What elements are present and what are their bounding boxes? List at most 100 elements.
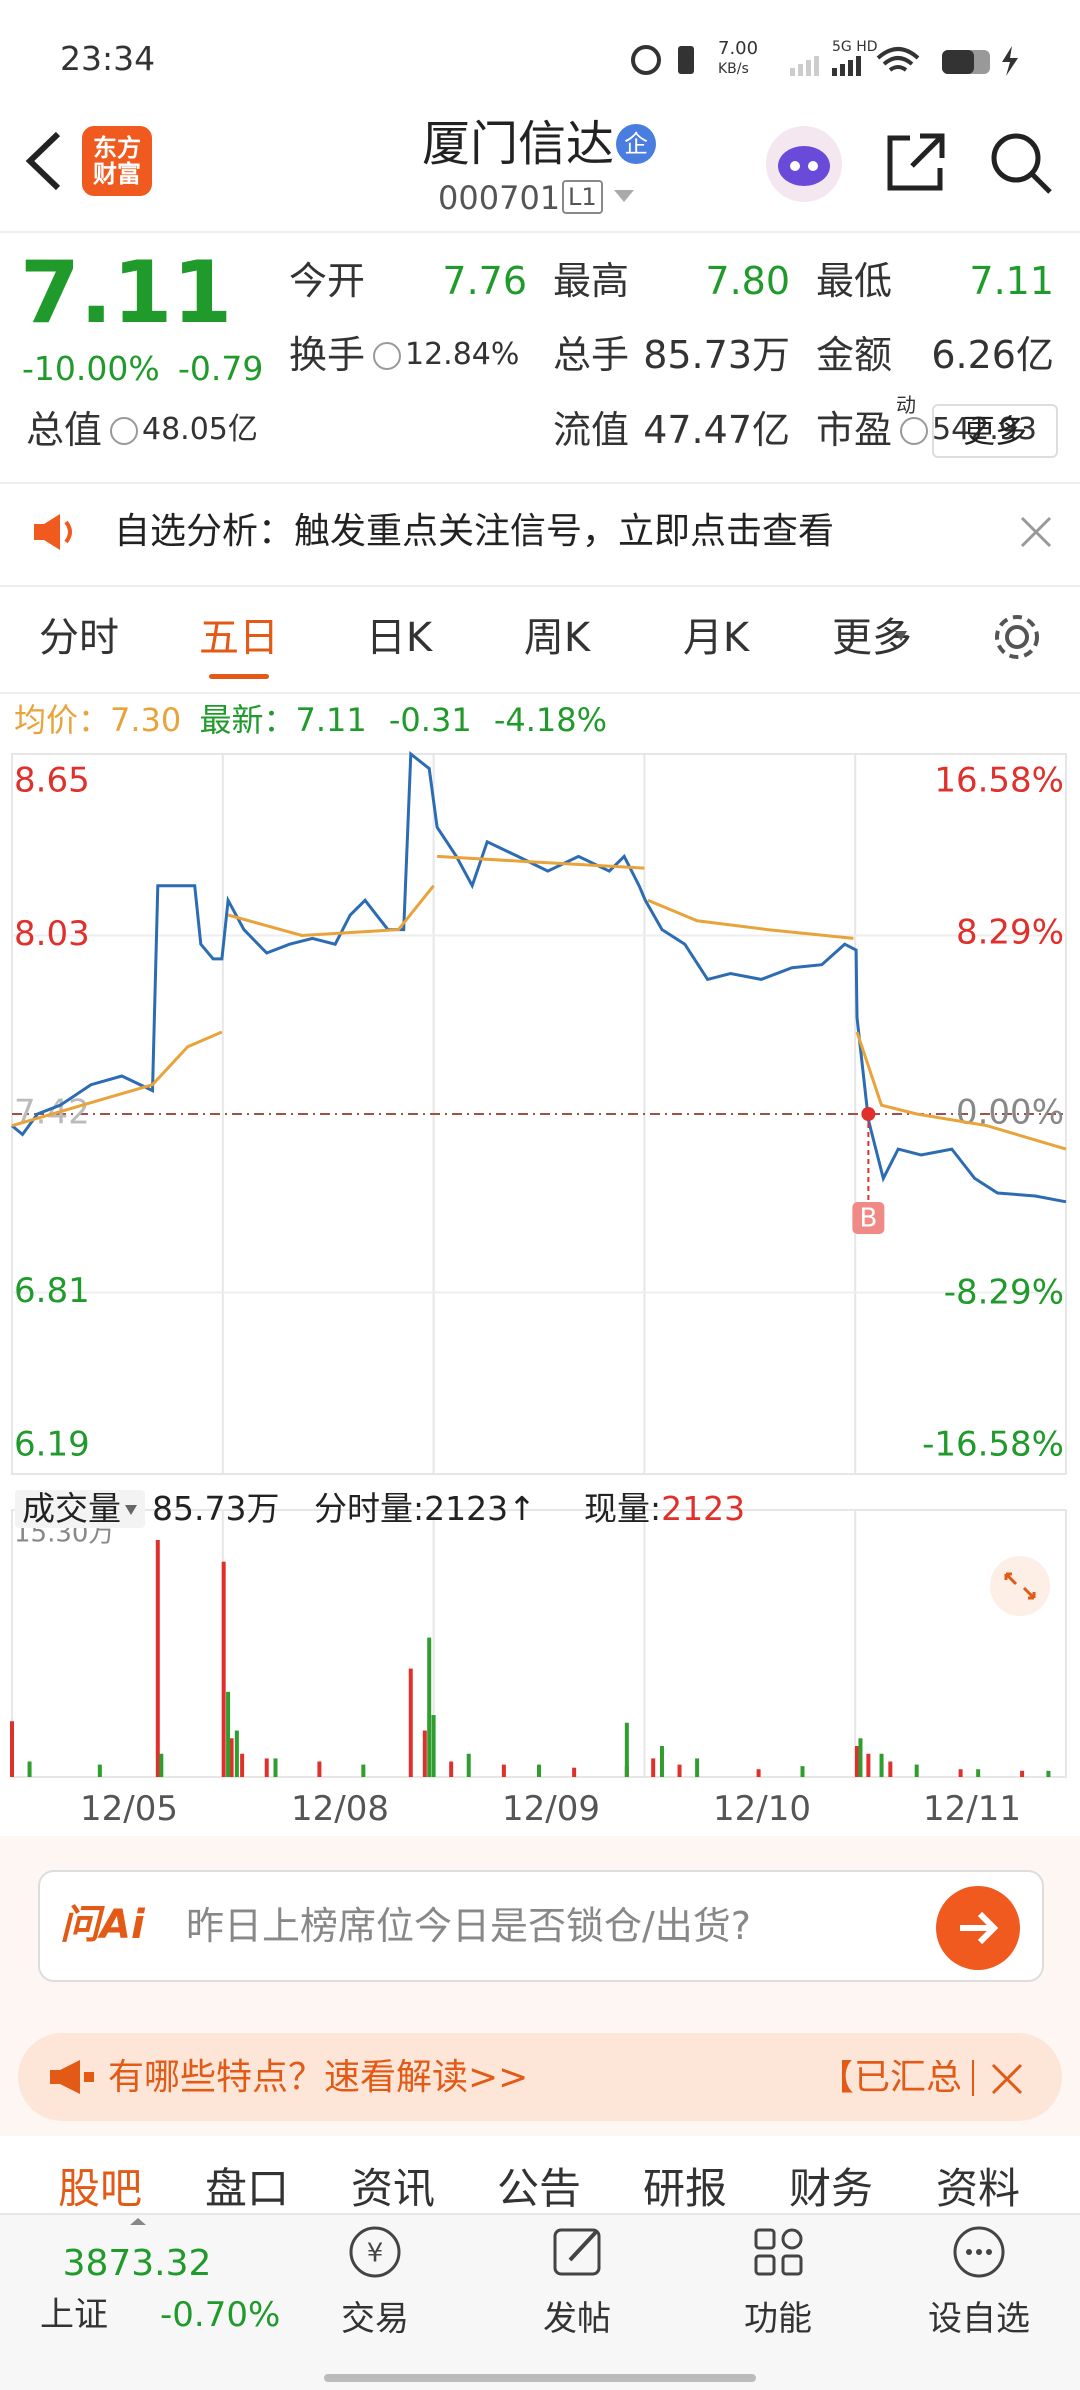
volume-bar — [1046, 1770, 1051, 1777]
series-line — [11, 750, 1067, 1204]
volume-bar — [695, 1758, 700, 1777]
info-icon — [900, 417, 928, 445]
tab[interactable]: 分时 — [39, 615, 119, 661]
volume-now-label: 现量: — [584, 1489, 662, 1528]
price: 7.11 — [20, 243, 233, 343]
assistant-avatar[interactable] — [764, 124, 844, 204]
index-name[interactable]: 上证 — [40, 2295, 108, 2335]
info-line: 均价：7.30 最新：7.11 -0.31 -4.18% — [14, 704, 607, 736]
banner-close[interactable] — [990, 2062, 1024, 2096]
banner-right[interactable]: 【已汇总 — [818, 2060, 960, 2096]
status-icons — [631, 45, 1018, 76]
banner-icon — [50, 2060, 94, 2094]
tab[interactable]: 月K — [682, 615, 750, 661]
date-label: 12/11 — [923, 1789, 1021, 1829]
banner-text[interactable]: 有哪些特点？速看解读>> — [108, 2057, 529, 2098]
index-change[interactable]: -0.70% — [160, 2295, 281, 2335]
more-button[interactable]: 更多 — [932, 404, 1058, 458]
bottom-tab[interactable]: 资料 — [935, 2164, 1021, 2213]
y-tick-label: 8.03 — [14, 914, 90, 954]
volume-bar — [858, 1738, 863, 1777]
volume-bar — [976, 1769, 981, 1777]
nav-item[interactable]: 设自选 — [928, 2299, 1030, 2339]
field-value: 7.76 — [442, 259, 527, 303]
settings-button[interactable] — [990, 610, 1044, 664]
volume-bar — [888, 1761, 893, 1777]
nav-item[interactable]: 交易 — [341, 2299, 409, 2339]
field-label: 最高 — [553, 259, 630, 303]
tab[interactable]: 周K — [523, 615, 591, 661]
volume-tick: 分时量:2123↑ — [314, 1489, 536, 1528]
tab[interactable]: 五日 — [199, 615, 279, 661]
bottom-tab[interactable]: 研报 — [642, 2164, 728, 2213]
volume-bar — [1020, 1770, 1025, 1777]
series-line — [11, 854, 1067, 1151]
notice-text[interactable]: 自选分析：触发重点关注信号，立即点击查看 — [114, 511, 835, 552]
volume-bar — [800, 1766, 805, 1777]
date-label: 12/05 — [80, 1789, 178, 1829]
volume-bar — [229, 1738, 234, 1777]
share-button[interactable] — [884, 130, 948, 194]
volume-bar — [756, 1769, 761, 1777]
tab[interactable]: 日K — [365, 615, 433, 661]
marker-dot — [861, 1107, 876, 1121]
status-net: 5G HD — [832, 39, 878, 55]
latest-pct: -4.18% — [493, 701, 608, 739]
field-value: 47.47亿 — [643, 408, 790, 452]
date-label: 12/09 — [502, 1789, 600, 1829]
volume-bar — [572, 1767, 577, 1777]
volume-bar — [651, 1758, 656, 1777]
divider — [0, 482, 1080, 484]
volume-bar — [264, 1758, 269, 1777]
latest-label: 最新： — [199, 701, 296, 739]
info-icon — [110, 417, 138, 445]
bottom-tab[interactable]: 股吧 — [57, 2164, 143, 2213]
field-value: 542.93 — [932, 412, 1037, 447]
bottom-tab[interactable]: 盘口 — [204, 2164, 290, 2213]
volume-label[interactable]: 成交量 — [22, 1489, 121, 1528]
notice-icon — [34, 514, 72, 550]
volume-bar — [159, 1753, 164, 1777]
volume-bar — [431, 1715, 436, 1777]
bottom-tab[interactable]: 资讯 — [350, 2164, 436, 2213]
notice-close[interactable] — [1018, 514, 1054, 550]
index-value[interactable]: 3873.32 — [62, 2243, 212, 2284]
y-tick-label: 6.19 — [14, 1425, 90, 1465]
volume-total: 85.73万 — [152, 1489, 280, 1528]
ai-input[interactable] — [38, 1870, 1044, 1982]
volume-selector[interactable] — [15, 1490, 145, 1528]
y2-tick-label: 0.00% — [956, 1093, 1064, 1133]
app-logo-text: 东方财富 — [93, 134, 141, 188]
date-label: 12/08 — [291, 1789, 389, 1829]
marker-label: B — [859, 1204, 877, 1234]
volume-bar — [449, 1761, 454, 1777]
y2-tick-label: -16.58% — [922, 1425, 1064, 1465]
latest-value: 7.11 — [295, 701, 367, 739]
ai-placeholder[interactable]: 昨日上榜席位今日是否锁仓/出货? — [186, 1904, 751, 1948]
volume-bar — [659, 1746, 664, 1777]
field-label: 流值 — [553, 408, 630, 452]
tab-underline — [209, 674, 269, 679]
ai-send[interactable] — [934, 1884, 1022, 1972]
field-label: 最低 — [816, 259, 893, 303]
y2-tick-label: -8.29% — [944, 1273, 1064, 1313]
back-button[interactable] — [20, 128, 70, 194]
volume-bar — [317, 1761, 322, 1777]
volume-bar — [866, 1753, 871, 1777]
volume-arrow — [125, 1505, 137, 1515]
tab[interactable]: 更多 — [832, 615, 912, 661]
nav-item[interactable]: 功能 — [744, 2299, 812, 2339]
svg-text:¥: ¥ — [367, 2239, 384, 2269]
nav-item[interactable]: 发帖 — [543, 2299, 611, 2339]
search-button[interactable] — [988, 130, 1054, 196]
bottom-tab[interactable]: 公告 — [496, 2164, 582, 2213]
banner[interactable] — [18, 2033, 1062, 2121]
field-label: 今开 — [289, 259, 366, 303]
level-arrow[interactable] — [612, 188, 636, 204]
status-time: 23:34 — [60, 39, 156, 78]
more-arrow[interactable] — [894, 630, 908, 642]
avg-label: 均价： — [14, 701, 111, 739]
y-tick-label: 7.42 — [14, 1093, 90, 1133]
volume-now: 现量:2123 — [584, 1492, 745, 1525]
bottom-tab[interactable]: 财务 — [788, 2164, 874, 2213]
